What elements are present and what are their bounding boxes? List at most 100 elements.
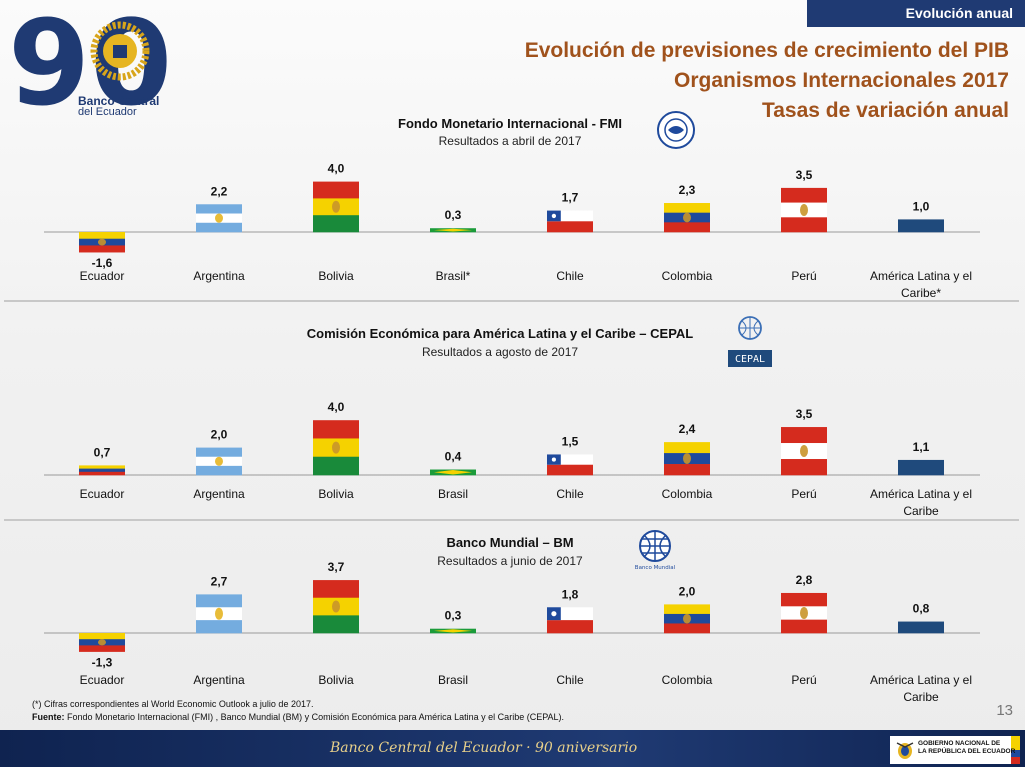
value-label: 0,7 [94,445,111,459]
category-label: Ecuador [80,673,125,687]
flag-emblem-icon [800,445,808,458]
category-label: Ecuador [80,487,125,501]
flag-emblem-icon [683,613,691,624]
bar-peru [781,187,827,233]
bar-stripe [547,620,593,634]
bar-stripe [196,204,242,214]
value-label: 3,5 [796,407,813,421]
bar-stripe [664,203,710,213]
logo-text: Banco Central del Ecuador [78,94,160,118]
bar-stripe [79,471,125,476]
bar-stripe [664,442,710,454]
bar-stripe [313,615,359,634]
bar-stripe [664,623,710,634]
bar-stripe [313,580,359,599]
bar-stripe [898,219,944,233]
bar-chile [547,607,593,634]
bm-title: Banco Mundial – BM [446,535,574,550]
bar-argentina [196,204,242,233]
category-label: Brasil* [436,269,471,283]
bar-stripe [79,465,125,469]
value-label: 2,2 [211,184,228,198]
category-label: Ecuador [80,269,125,283]
flag-emblem-icon [683,212,691,223]
bar-america-latina-y-el-caribe [898,219,944,233]
sun-emblem-icon [90,21,150,81]
cepal-subtitle: Resultados a agosto de 2017 [421,345,579,359]
value-label: -1,6 [92,256,113,270]
imf-seal-icon [656,110,696,155]
title-line-3: Tasas de variación anual [761,99,1009,122]
value-label: 1,1 [913,440,930,454]
footer-bar [0,730,1025,767]
logo-number: 90 [8,6,168,124]
bar-stripe [664,222,710,233]
value-label: 2,3 [679,183,696,197]
value-label: 0,3 [445,208,462,222]
bar-bolivia [313,181,359,233]
bar-stripe [196,447,242,458]
bar-stripe [313,420,359,439]
value-label: 2,7 [211,574,228,588]
bar-stripe [664,464,710,476]
category-label: Colombia [662,673,713,687]
chile-star-icon [551,457,556,462]
bm-chart: -1,3 Ecuador 2,7 Argentina 3,7 Bolivia 0,3 Bras… [44,560,980,704]
category-label: Argentina [193,269,245,283]
category-label: Perú [791,269,816,283]
category-label: Argentina [193,487,245,501]
bar-stripe [79,645,125,652]
category-label: Bolivia [318,269,354,283]
category-label: Colombia [662,487,713,501]
value-label: 1,7 [562,191,579,205]
value-label: 0,8 [913,602,930,616]
bar-brasil [430,228,476,233]
fmi-subtitle: Resultados a abril de 2017 [438,134,582,148]
category-label: Perú [791,673,816,687]
value-label: 4,0 [328,400,345,414]
brazil-diamond [434,470,472,475]
value-label: 3,7 [328,560,345,574]
bar-chile [547,454,593,476]
bar-stripe [313,181,359,199]
category-label: Chile [556,269,584,283]
bar-colombia [664,442,710,476]
category-label: América Latina y el Caribe [870,487,972,518]
value-label: 2,0 [679,584,696,598]
fmi-title: Fondo Monetario Internacional - FMI [398,116,622,131]
category-label: América Latina y el Caribe* [870,269,972,300]
bar-stripe [79,633,125,640]
bar-stripe [664,604,710,615]
separator-1 [4,300,1019,302]
category-label: Argentina [193,673,245,687]
brazil-diamond [434,228,472,232]
bar-colombia [664,604,710,634]
flag-emblem-icon [332,600,340,613]
bar-stripe [196,465,242,476]
bar-stripe [781,592,827,607]
bar-stripe [547,464,593,476]
category-label: Chile [556,673,584,687]
flag-stripe-icon [1011,736,1020,764]
category-label: Bolivia [318,673,354,687]
category-label: Bolivia [318,487,354,501]
bar-stripe [313,456,359,476]
value-label: -1,3 [92,656,113,670]
bar-stripe [898,621,944,634]
bar-argentina [196,594,242,634]
bar-peru [781,592,827,634]
bar-brasil [430,628,476,634]
bar-stripe [79,468,125,473]
category-label: Brasil [438,673,468,687]
value-label: 2,4 [679,422,696,436]
flag-emblem-icon [332,441,340,454]
flag-emblem-icon [215,607,223,620]
title-line-2: Organismos Internacionales 2017 [674,69,1009,92]
bar-stripe [781,459,827,476]
bar-ecuador [79,465,125,476]
footnote-source: Fuente: Fondo Monetario Internacional (F… [32,712,565,722]
value-label: 0,4 [445,450,462,464]
bar-america-latina-y-el-caribe [898,459,944,476]
un-cepal-icon: CEPAL [728,314,772,373]
